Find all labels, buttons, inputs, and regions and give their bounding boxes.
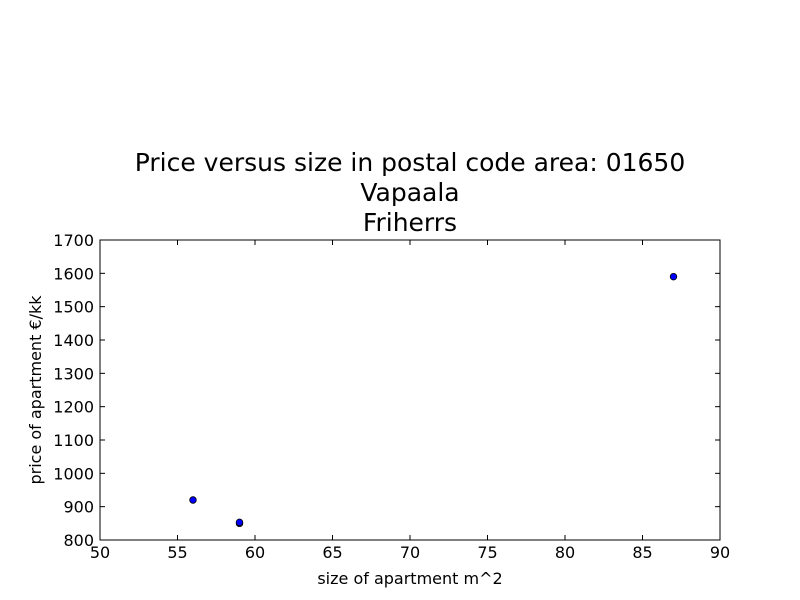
scatter-point <box>235 518 244 527</box>
x-tick-label: 90 <box>710 543 730 562</box>
y-tick-label: 900 <box>63 498 94 517</box>
y-tick-label: 1100 <box>53 431 94 450</box>
y-tick-label: 1500 <box>53 298 94 317</box>
x-axis-label: size of apartment m^2 <box>317 569 502 588</box>
y-tick-label: 1200 <box>53 398 94 417</box>
chart-title-line-1: Price versus size in postal code area: 0… <box>134 148 686 177</box>
y-tick-label: 1000 <box>53 464 94 483</box>
y-tick-label: 1700 <box>53 231 94 250</box>
plot-frame <box>99 239 721 541</box>
x-tick-label: 50 <box>90 543 110 562</box>
y-tick-label: 800 <box>63 531 94 550</box>
x-tick-label: 65 <box>322 543 342 562</box>
scatter-point <box>669 272 678 281</box>
x-tick-label: 55 <box>167 543 187 562</box>
chart-title-line-2: Vapaala <box>360 178 460 207</box>
y-tick-label: 1300 <box>53 364 94 383</box>
x-tick-label: 80 <box>555 543 575 562</box>
x-tick-label: 70 <box>400 543 420 562</box>
x-tick-label: 75 <box>477 543 497 562</box>
y-axis-label: price of apartment €/kk <box>26 295 45 485</box>
y-tick-label: 1600 <box>53 264 94 283</box>
x-tick-label: 60 <box>245 543 265 562</box>
x-tick-label: 85 <box>632 543 652 562</box>
scatter-point <box>189 496 197 504</box>
chart-title-line-3: Friherrs <box>362 208 458 237</box>
y-tick-label: 1400 <box>53 331 94 350</box>
